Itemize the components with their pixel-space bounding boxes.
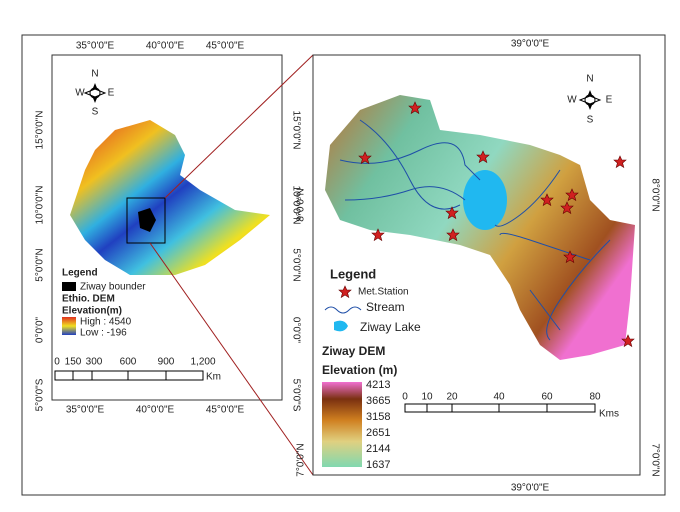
scale-bar: 0 10 20 40 60 80 Kms — [402, 392, 619, 420]
latitude-label: 15°0'0"N — [35, 111, 46, 150]
legend-class: 2144 — [366, 443, 390, 455]
legend-label: Stream — [366, 300, 405, 314]
scale-unit: Km — [206, 372, 221, 383]
compass-label: W — [75, 88, 85, 99]
latitude-label: 15°0'0"N — [290, 111, 301, 150]
ethiopia-dem — [70, 120, 270, 275]
longitude-label: 45°0'0"E — [206, 405, 245, 416]
latitude-label: 0°0'0" — [290, 317, 301, 344]
inset-connector — [149, 242, 314, 476]
scale-label: 600 — [120, 357, 137, 368]
scale-label: 10 — [421, 392, 433, 403]
legend-label: High : 4540 — [80, 317, 132, 328]
streams — [339, 119, 611, 341]
ziway-boundary — [138, 208, 156, 232]
legend-title: Legend — [62, 268, 98, 279]
legend-label: Elevation(m) — [62, 306, 122, 317]
legend-label: Elevation (m) — [322, 363, 397, 377]
legend-label: Low : -196 — [80, 328, 127, 339]
latitude-label: 8°0'0"N — [649, 178, 660, 211]
longitude-label: 45°0'0"E — [206, 41, 245, 52]
left-latitudes: 15°0'0"N 10°0'0"N 5°0'0"N 0°0'0" 5°0'0"S… — [35, 111, 302, 412]
overview-frame — [51, 54, 283, 401]
legend-title: Legend — [330, 266, 376, 281]
legend-class: 4213 — [366, 379, 390, 391]
legend-symbol — [324, 306, 362, 314]
scale-label: 1,200 — [190, 357, 215, 368]
latitude-label: 10°0'0"N — [290, 186, 301, 225]
scale-label: 150 — [65, 357, 82, 368]
compass-label: W — [567, 95, 577, 106]
scale-label: 40 — [493, 392, 505, 403]
scale-label: 900 — [158, 357, 175, 368]
longitude-label: 40°0'0"E — [146, 41, 185, 52]
legend-symbol — [338, 285, 352, 299]
met-stations — [358, 101, 635, 348]
legend-class: 3665 — [366, 395, 390, 407]
compass-label: E — [108, 88, 115, 99]
longitude-label: 35°0'0"E — [76, 41, 115, 52]
legend-class: 3158 — [366, 411, 390, 423]
latitude-label: 7°0'0"N — [296, 443, 307, 476]
compass: N S W E — [567, 74, 612, 126]
inset-connector — [164, 54, 314, 199]
inset-box — [126, 197, 166, 244]
longitude-label: 39°0'0"E — [511, 39, 550, 50]
legend-label: Ethio. DEM — [62, 294, 115, 305]
ziway-lake — [463, 170, 507, 230]
scale-label: 20 — [446, 392, 458, 403]
compass: N S W E — [75, 69, 114, 118]
latitude-label: 5°0'0"N — [35, 248, 46, 281]
scale-label: 0 — [54, 357, 60, 368]
legend-class: 2651 — [366, 427, 390, 439]
legend-ramp — [322, 382, 362, 467]
scale-label: 80 — [589, 392, 601, 403]
outer-frame — [21, 34, 666, 496]
latitude-label: 8°0'0"N — [296, 188, 307, 221]
longitude-label: 35°0'0"E — [66, 405, 105, 416]
scale-label: 0 — [402, 392, 408, 403]
compass-label: E — [606, 95, 613, 106]
legend-label: Ziway bounder — [80, 282, 146, 293]
longitude-label: 39°0'0"E — [511, 483, 550, 494]
legend-label: Met.Station — [358, 287, 409, 298]
compass-label: S — [587, 115, 594, 126]
compass-label: S — [92, 107, 99, 118]
scale-label: 300 — [86, 357, 103, 368]
detail-frame — [312, 54, 641, 476]
compass-label: N — [586, 74, 593, 85]
scale-bar: 0 150 300 600 900 1,200 Km — [54, 357, 221, 383]
latitude-label: 0°0'0" — [35, 316, 46, 343]
legend-label: Ziway DEM — [322, 344, 385, 358]
scale-label: 60 — [541, 392, 553, 403]
latitude-label: 7°0'0"N — [649, 443, 660, 476]
latitude-label: 5°0'0"S — [35, 378, 46, 411]
longitude-label: 40°0'0"E — [136, 405, 175, 416]
legend-swatch — [62, 282, 76, 291]
legend-symbol — [334, 320, 348, 332]
latitude-label: 5°0'0"N — [290, 248, 301, 281]
scale-unit: Kms — [599, 409, 619, 420]
latitude-label: 10°0'0"N — [35, 186, 46, 225]
legend-class: 1637 — [366, 459, 390, 471]
latitude-label: 5°0'0"S — [290, 379, 301, 412]
compass-label: N — [91, 69, 98, 80]
legend-label: Ziway Lake — [360, 320, 421, 334]
legend-ramp — [62, 317, 76, 335]
